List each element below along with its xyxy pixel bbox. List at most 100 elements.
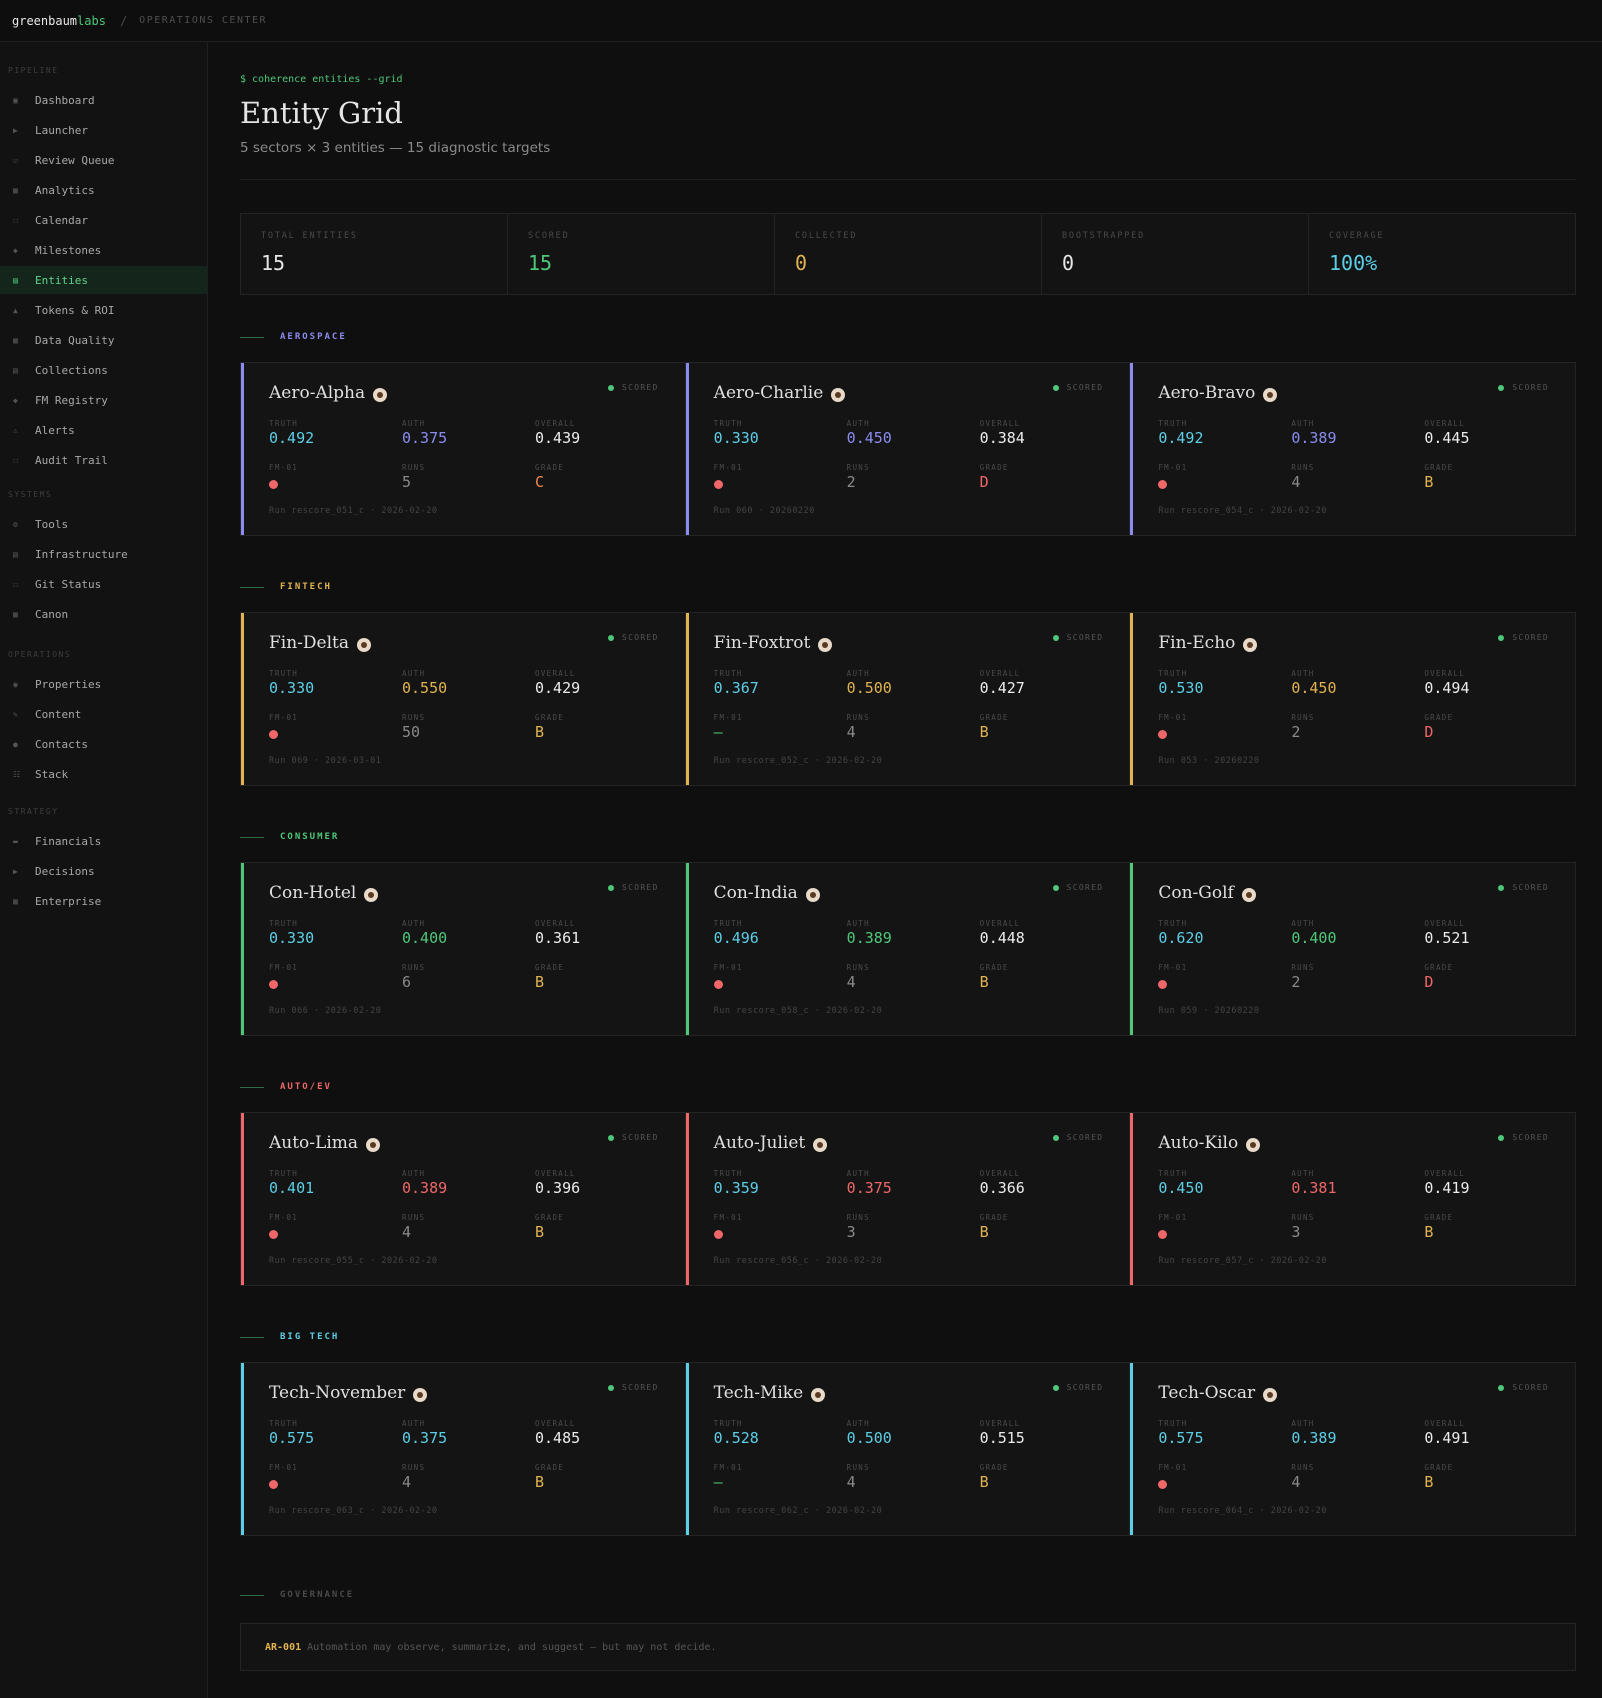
eye-icon[interactable] <box>1246 1138 1261 1152</box>
sidebar-item-decisions[interactable]: ▶ Decisions <box>0 857 207 885</box>
sidebar-item-tools[interactable]: ⚙ Tools <box>0 510 207 538</box>
entity-name[interactable]: Aero-Charlie <box>714 383 846 403</box>
sidebar-item-dashboard[interactable]: ▣ Dashboard <box>0 86 207 114</box>
entity-card[interactable]: Tech-Oscar SCORED TRUTH 0.575 AUTH 0.389 OVERA… <box>1130 1363 1576 1535</box>
eye-icon[interactable] <box>357 638 372 652</box>
entity-card[interactable]: Con-India SCORED TRUTH 0.496 AUTH 0.389 OVERAL… <box>685 863 1131 1035</box>
sidebar-item-infrastructure[interactable]: ▤ Infrastructure <box>0 540 207 568</box>
fm-label: FM-01 <box>269 713 299 722</box>
overall-label: OVERALL <box>979 919 1021 928</box>
eye-icon[interactable] <box>805 888 820 902</box>
stat-value: 100% <box>1329 251 1378 275</box>
stats-panel: TOTAL ENTITIES 15 SCORED 15 COLLECTED 0 BOOTST… <box>240 213 1576 295</box>
eye-icon[interactable] <box>1263 1388 1278 1402</box>
sector-accent-bar <box>1130 613 1134 785</box>
sidebar-item-financials[interactable]: ▬ Financials <box>0 827 207 855</box>
sidebar-item-label: Content <box>35 707 82 721</box>
entity-name[interactable]: Tech-Oscar <box>1158 1383 1278 1403</box>
entity-card[interactable]: Con-Hotel SCORED TRUTH 0.330 AUTH 0.400 OVERAL… <box>241 863 686 1035</box>
run-info: Run 053 · 20260220 <box>1158 756 1260 766</box>
entity-card[interactable]: Fin-Foxtrot SCORED TRUTH 0.367 AUTH 0.500 OVER… <box>685 613 1131 785</box>
sidebar-item-alerts[interactable]: ⚠ Alerts <box>0 416 207 444</box>
truth-value: 0.575 <box>269 1429 315 1447</box>
eye-icon[interactable] <box>1263 388 1278 402</box>
sidebar-item-calendar[interactable]: ☐ Calendar <box>0 206 207 234</box>
truth-label: TRUTH <box>713 919 743 928</box>
entity-card[interactable]: Con-Golf SCORED TRUTH 0.620 AUTH 0.400 OVERALL… <box>1130 863 1576 1035</box>
sidebar-item-stack[interactable]: ☷ Stack <box>0 760 207 788</box>
sidebar-item-label: Properties <box>35 677 102 691</box>
eye-icon[interactable] <box>366 1138 381 1152</box>
entity-card[interactable]: Auto-Juliet SCORED TRUTH 0.359 AUTH 0.375 OVER… <box>685 1113 1131 1285</box>
sidebar-item-content[interactable]: ✎ Content <box>0 700 207 728</box>
entity-card[interactable]: Aero-Bravo SCORED TRUTH 0.492 AUTH 0.389 OVERA… <box>1130 363 1576 535</box>
entity-name-text: Fin-Foxtrot <box>713 633 811 653</box>
eye-icon[interactable] <box>811 1388 826 1402</box>
entity-name[interactable]: Con-Hotel <box>269 883 379 903</box>
entity-name[interactable]: Auto-Kilo <box>1158 1133 1261 1153</box>
governance-rule: AR-001 Automation may observe, summarize,… <box>240 1623 1576 1671</box>
sidebar-item-tokens-roi[interactable]: ▲ Tokens & ROI <box>0 296 207 324</box>
sidebar-item-git-status[interactable]: ☐ Git Status <box>0 570 207 598</box>
eye-icon[interactable] <box>818 638 833 652</box>
entity-name[interactable]: Auto-Juliet <box>714 1133 828 1153</box>
eye-icon[interactable] <box>1241 888 1256 902</box>
entity-card[interactable]: Aero-Alpha SCORED TRUTH 0.492 AUTH 0.375 OVERA… <box>241 363 686 535</box>
sector-accent-bar <box>685 1113 689 1285</box>
entity-name[interactable]: Con-India <box>714 883 820 903</box>
truth-label: TRUTH <box>713 419 743 428</box>
eye-icon[interactable] <box>413 1388 428 1402</box>
section-label: BIG TECH <box>280 1332 340 1342</box>
sidebar-item-milestones[interactable]: ◆ Milestones <box>0 236 207 264</box>
entity-name[interactable]: Fin-Delta <box>269 633 372 653</box>
overall-value: 0.429 <box>535 679 581 697</box>
entity-card[interactable]: Fin-Echo SCORED TRUTH 0.530 AUTH 0.450 OVERALL… <box>1130 613 1576 785</box>
entity-name[interactable]: Tech-Mike <box>714 1383 826 1403</box>
entity-card[interactable]: Tech-Mike SCORED TRUTH 0.528 AUTH 0.500 OVERAL… <box>685 1363 1131 1535</box>
status-dot <box>1052 884 1059 891</box>
sidebar-item-label: FM Registry <box>35 393 108 407</box>
sidebar-item-launcher[interactable]: ▶ Launcher <box>0 116 207 144</box>
entity-card[interactable]: Tech-November SCORED TRUTH 0.575 AUTH 0.375 OV… <box>241 1363 686 1535</box>
sector-accent-bar <box>241 1113 244 1285</box>
entity-name[interactable]: Auto-Lima <box>269 1133 381 1153</box>
sidebar-item-contacts[interactable]: ● Contacts <box>0 730 207 758</box>
sidebar-item-properties[interactable]: ◉ Properties <box>0 670 207 698</box>
sidebar-item-data-quality[interactable]: ▦ Data Quality <box>0 326 207 354</box>
auth-label: AUTH <box>846 919 870 928</box>
sidebar-item-entities[interactable]: ▤ Entities <box>0 266 207 294</box>
sidebar-item-collections[interactable]: ▤ Collections <box>0 356 207 384</box>
entity-name[interactable]: Fin-Echo <box>1158 633 1258 653</box>
entity-name[interactable]: Tech-November <box>269 1383 428 1403</box>
sidebar-item-canon[interactable]: ▦ Canon <box>0 600 207 628</box>
entity-name[interactable]: Con-Golf <box>1158 883 1256 903</box>
auth-label: AUTH <box>1291 419 1315 428</box>
eye-icon[interactable] <box>831 388 846 402</box>
status-text: SCORED <box>1066 383 1104 392</box>
overall-value: 0.445 <box>1424 429 1470 447</box>
entity-name[interactable]: Aero-Alpha <box>269 383 388 403</box>
sidebar-item-label: Calendar <box>35 213 88 227</box>
entity-card[interactable]: Aero-Charlie SCORED TRUTH 0.330 AUTH 0.450 OVE… <box>685 363 1131 535</box>
truth-label: TRUTH <box>269 1169 299 1178</box>
sidebar-item-audit-trail[interactable]: ☐ Audit Trail <box>0 446 207 474</box>
entity-card[interactable]: Auto-Kilo SCORED TRUTH 0.450 AUTH 0.381 OVERAL… <box>1130 1113 1576 1285</box>
run-info: Run rescore_051_c · 2026-02-20 <box>269 506 438 516</box>
eye-icon[interactable] <box>364 888 379 902</box>
entity-name[interactable]: Fin-Foxtrot <box>714 633 833 653</box>
runs-label: RUNS <box>846 963 870 972</box>
sidebar-item-analytics[interactable]: ▦ Analytics <box>0 176 207 204</box>
eye-icon[interactable] <box>1243 638 1258 652</box>
eye-icon[interactable] <box>813 1138 828 1152</box>
entity-name[interactable]: Aero-Bravo <box>1158 383 1278 403</box>
sidebar-item-review-queue[interactable]: ☑ Review Queue <box>0 146 207 174</box>
truth-value: 0.492 <box>269 429 315 447</box>
entity-card[interactable]: Auto-Lima SCORED TRUTH 0.401 AUTH 0.389 OVERAL… <box>241 1113 686 1285</box>
sidebar-item-enterprise[interactable]: ▦ Enterprise <box>0 887 207 915</box>
sidebar-item-fm-registry[interactable]: ◆ FM Registry <box>0 386 207 414</box>
status-badge: SCORED <box>1498 1383 1549 1392</box>
fm-label: FM-01 <box>713 1463 743 1472</box>
entity-card[interactable]: Fin-Delta SCORED TRUTH 0.330 AUTH 0.550 OVERAL… <box>241 613 686 785</box>
eye-icon[interactable] <box>373 388 388 402</box>
brand-logo[interactable]: greenbaumlabs <box>12 13 106 28</box>
